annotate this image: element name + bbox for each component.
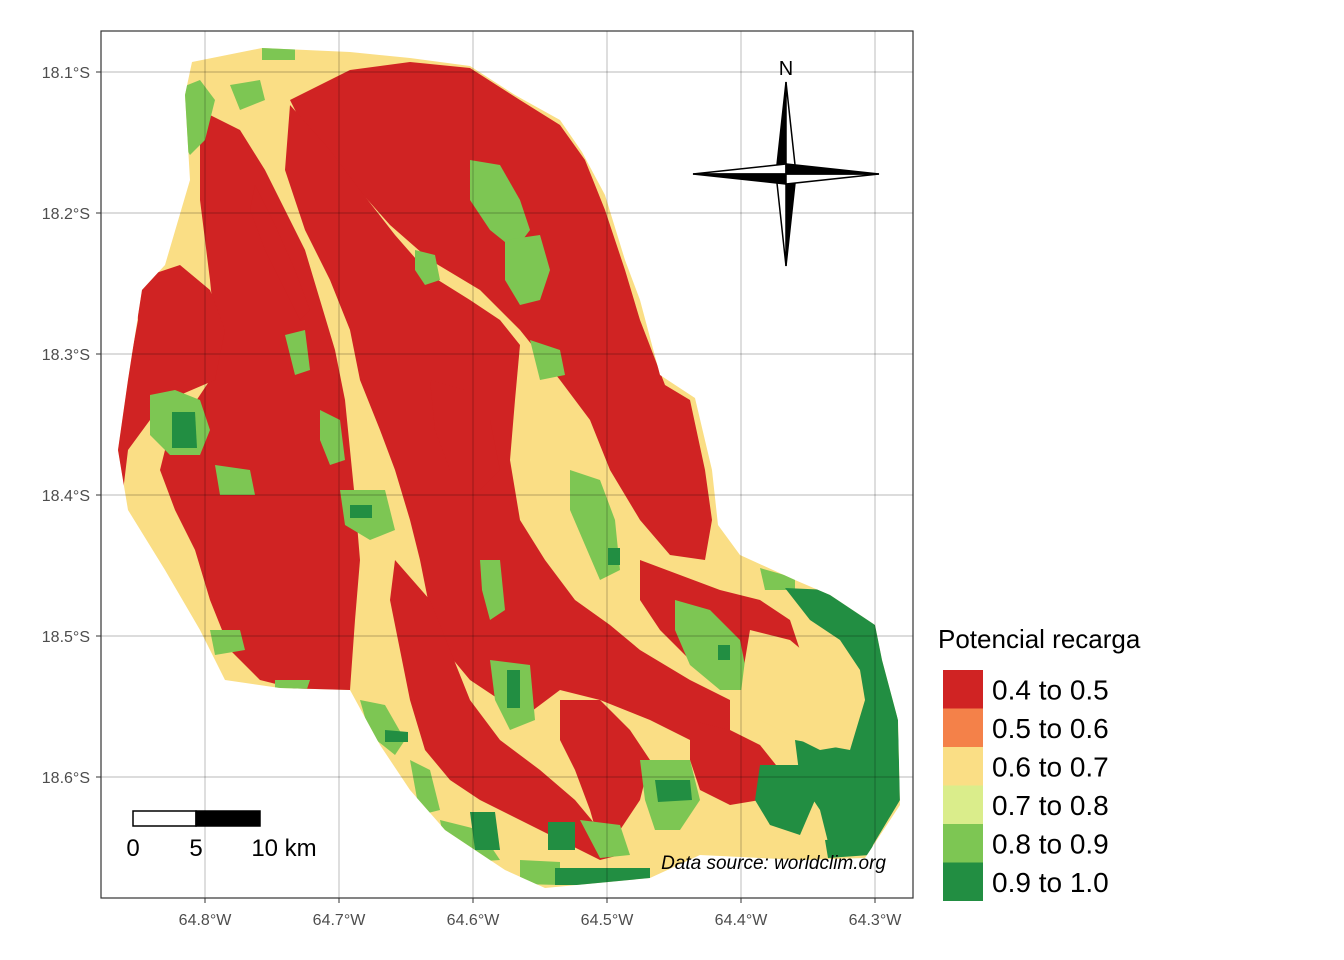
scale-bar-segment-white bbox=[132, 810, 197, 827]
raster-patch bbox=[230, 80, 265, 110]
legend-swatch bbox=[943, 708, 983, 747]
legend-swatch bbox=[943, 670, 983, 709]
legend-keys: 0.4 to 0.5 0.5 to 0.6 0.6 to 0.7 0.7 to 0.8… bbox=[943, 670, 1109, 901]
raster-patch bbox=[430, 380, 500, 490]
raster-patch bbox=[507, 670, 520, 708]
scale-bar-label: 0 bbox=[126, 835, 139, 862]
y-tick-label: 18.4°S bbox=[42, 488, 90, 505]
raster-patch bbox=[470, 160, 530, 250]
legend-swatch bbox=[943, 862, 983, 901]
graticule bbox=[101, 31, 913, 898]
raster-patch bbox=[215, 465, 255, 495]
raster-patch bbox=[530, 340, 565, 380]
legend-label: 0.9 to 1.0 bbox=[992, 867, 1109, 898]
scale-bar: 0 5 10 km bbox=[126, 810, 317, 862]
north-arrow-label: N bbox=[779, 58, 793, 80]
raster-patch bbox=[210, 630, 245, 655]
legend: Potencial recarga 0.4 to 0.50.5 to 0.60.… bbox=[938, 624, 1141, 901]
raster-patch bbox=[385, 730, 408, 742]
x-tick-label: 64.8°W bbox=[179, 912, 233, 929]
map-panel-border bbox=[100, 30, 914, 899]
scale-bar-segment-black bbox=[195, 810, 261, 827]
legend-label: 0.8 to 0.9 bbox=[992, 828, 1109, 859]
raster-patch bbox=[172, 412, 197, 448]
raster-patch bbox=[290, 62, 712, 560]
legend-swatch bbox=[943, 824, 983, 863]
legend-label: 0.5 to 0.6 bbox=[992, 713, 1109, 744]
raster-patch bbox=[415, 250, 440, 285]
north-arrow: N bbox=[692, 58, 880, 267]
raster-patch bbox=[320, 410, 345, 465]
legend-label: 0.4 to 0.5 bbox=[992, 674, 1109, 705]
raster-patch bbox=[285, 105, 730, 745]
raster-patch bbox=[160, 110, 360, 690]
data-source-caption: Data source: worldclim.org bbox=[661, 853, 886, 874]
raster-patch bbox=[262, 48, 295, 60]
raster-patch bbox=[785, 588, 900, 850]
x-tick-label: 64.5°W bbox=[581, 912, 635, 929]
raster-patch bbox=[480, 560, 505, 620]
x-tick-label: 64.4°W bbox=[715, 912, 769, 929]
x-tick-label: 64.3°W bbox=[849, 912, 903, 929]
raster-patch bbox=[755, 765, 815, 835]
legend-title: Potencial recarga bbox=[938, 624, 1141, 654]
y-tick-label: 18.3°S bbox=[42, 347, 90, 364]
raster-patch bbox=[580, 820, 630, 858]
y-tick-label: 18.1°S bbox=[42, 65, 90, 82]
scale-bar-label: 10 km bbox=[251, 835, 316, 862]
y-tick-label: 18.5°S bbox=[42, 629, 90, 646]
raster-patch bbox=[505, 235, 550, 305]
raster-patch bbox=[470, 812, 500, 850]
raster-patch bbox=[718, 645, 730, 660]
raster-patch bbox=[285, 330, 310, 375]
raster-class-0.6-0.7-se-lobe bbox=[740, 630, 858, 750]
legend-swatch bbox=[943, 785, 983, 824]
raster-patch bbox=[608, 548, 620, 565]
raster-patch bbox=[118, 265, 225, 630]
legend-label: 0.7 to 0.8 bbox=[992, 790, 1109, 821]
legend-swatch bbox=[943, 747, 983, 786]
raster-patch bbox=[760, 568, 795, 590]
x-axis-labels: 64.8°W 64.7°W 64.6°W 64.5°W 64.4°W 64.3°… bbox=[179, 912, 903, 929]
raster-patch bbox=[570, 470, 620, 580]
scale-bar-label: 5 bbox=[189, 835, 202, 862]
raster-patch bbox=[655, 780, 692, 802]
raster-class-0.9-1.0 bbox=[172, 412, 900, 885]
y-tick-label: 18.2°S bbox=[42, 206, 90, 223]
x-tick-label: 64.7°W bbox=[313, 912, 367, 929]
raster-patch bbox=[560, 700, 650, 845]
raster-patch bbox=[350, 505, 372, 518]
raster-patch bbox=[675, 600, 750, 690]
y-axis-labels: 18.1°S 18.2°S 18.3°S 18.4°S 18.5°S 18.6°… bbox=[42, 65, 90, 787]
y-tick-label: 18.6°S bbox=[42, 770, 90, 787]
x-tick-label: 64.6°W bbox=[447, 912, 501, 929]
raster-patch bbox=[520, 860, 560, 885]
compass-rose-icon bbox=[692, 81, 880, 267]
axis-ticks bbox=[96, 71, 876, 903]
legend-label: 0.6 to 0.7 bbox=[992, 751, 1109, 782]
raster-patch bbox=[825, 838, 875, 858]
raster-patch bbox=[250, 185, 310, 320]
raster-patch bbox=[548, 822, 575, 850]
